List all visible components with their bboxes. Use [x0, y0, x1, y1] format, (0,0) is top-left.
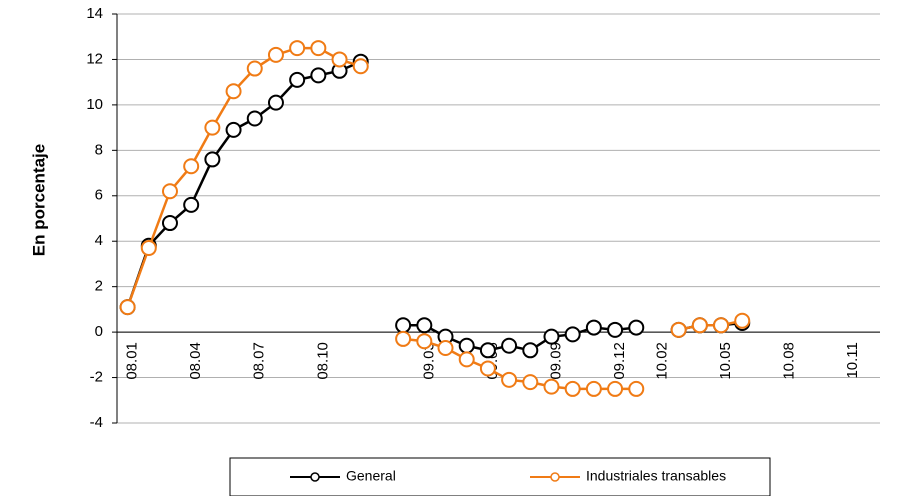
marker [522, 342, 539, 359]
y-tick-label: 10 [86, 96, 103, 113]
marker [607, 321, 624, 338]
marker [204, 119, 221, 136]
marker [543, 328, 560, 345]
x-tick-label: 09.12 [611, 342, 628, 380]
marker [352, 58, 369, 75]
marker [607, 380, 624, 397]
x-tick-label: 08.01 [124, 342, 141, 380]
y-tick-label: -2 [90, 369, 103, 386]
marker [628, 319, 645, 336]
y-tick-label: 14 [86, 5, 103, 22]
x-tick-label: 08.10 [314, 342, 331, 380]
marker [183, 158, 200, 175]
legend-label: General [346, 468, 396, 484]
marker [670, 321, 687, 338]
x-tick-label: 10.05 [717, 342, 734, 380]
marker [501, 371, 518, 388]
marker [458, 351, 475, 368]
legend-marker [310, 472, 320, 482]
marker [225, 121, 242, 138]
x-tick-label: 10.02 [653, 342, 670, 380]
marker [458, 337, 475, 354]
marker [267, 94, 284, 111]
y-tick-label: 8 [95, 141, 103, 158]
marker [331, 51, 348, 68]
y-tick-label: 12 [86, 50, 103, 67]
y-tick-label: 0 [95, 323, 103, 340]
marker [395, 330, 412, 347]
marker [204, 151, 221, 168]
marker [140, 240, 157, 257]
marker [585, 380, 602, 397]
marker [543, 378, 560, 395]
marker [246, 60, 263, 77]
marker [416, 333, 433, 350]
y-tick-label: -4 [90, 414, 103, 431]
marker [479, 360, 496, 377]
marker [734, 312, 751, 329]
marker [501, 337, 518, 354]
x-tick-label: 08.04 [187, 342, 204, 380]
marker [161, 215, 178, 232]
marker [225, 83, 242, 100]
marker [395, 317, 412, 334]
marker [310, 67, 327, 84]
marker [289, 71, 306, 88]
marker [691, 317, 708, 334]
marker [416, 317, 433, 334]
marker [183, 196, 200, 213]
marker [522, 374, 539, 391]
marker [479, 342, 496, 359]
x-tick-label: 09.09 [547, 342, 564, 380]
x-tick-label: 09.03 [420, 342, 437, 380]
marker [585, 319, 602, 336]
marker [310, 40, 327, 57]
marker [267, 46, 284, 63]
legend-label: Industriales transables [586, 468, 726, 484]
marker [437, 340, 454, 357]
legend-marker [550, 472, 560, 482]
marker [246, 110, 263, 127]
marker [119, 299, 136, 316]
x-tick-label: 10.11 [844, 342, 861, 378]
x-tick-label: 08.07 [251, 342, 268, 380]
marker [161, 183, 178, 200]
y-tick-label: 6 [95, 187, 103, 204]
y-tick-label: 4 [95, 232, 103, 249]
y-axis-label: En porcentaje [29, 144, 48, 256]
series-line [126, 46, 743, 391]
marker [564, 380, 581, 397]
marker [564, 326, 581, 343]
marker [289, 40, 306, 57]
x-tick-label: 10.08 [781, 342, 798, 380]
marker [713, 317, 730, 334]
y-tick-label: 2 [95, 278, 103, 295]
marker [628, 380, 645, 397]
